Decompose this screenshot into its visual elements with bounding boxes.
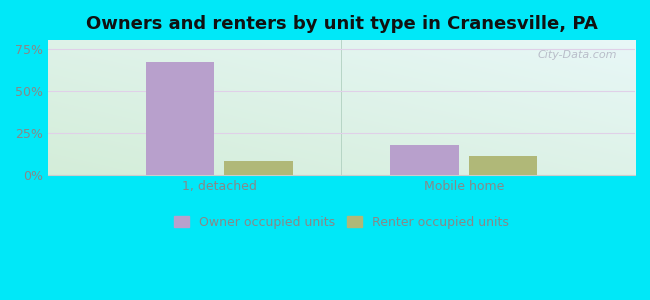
- Bar: [146, 62, 214, 175]
- Bar: [469, 156, 537, 175]
- Legend: Owner occupied units, Renter occupied units: Owner occupied units, Renter occupied un…: [169, 211, 514, 234]
- Bar: [391, 145, 459, 175]
- Bar: [224, 161, 292, 175]
- Text: City-Data.com: City-Data.com: [538, 50, 617, 59]
- Title: Owners and renters by unit type in Cranesville, PA: Owners and renters by unit type in Crane…: [86, 15, 597, 33]
